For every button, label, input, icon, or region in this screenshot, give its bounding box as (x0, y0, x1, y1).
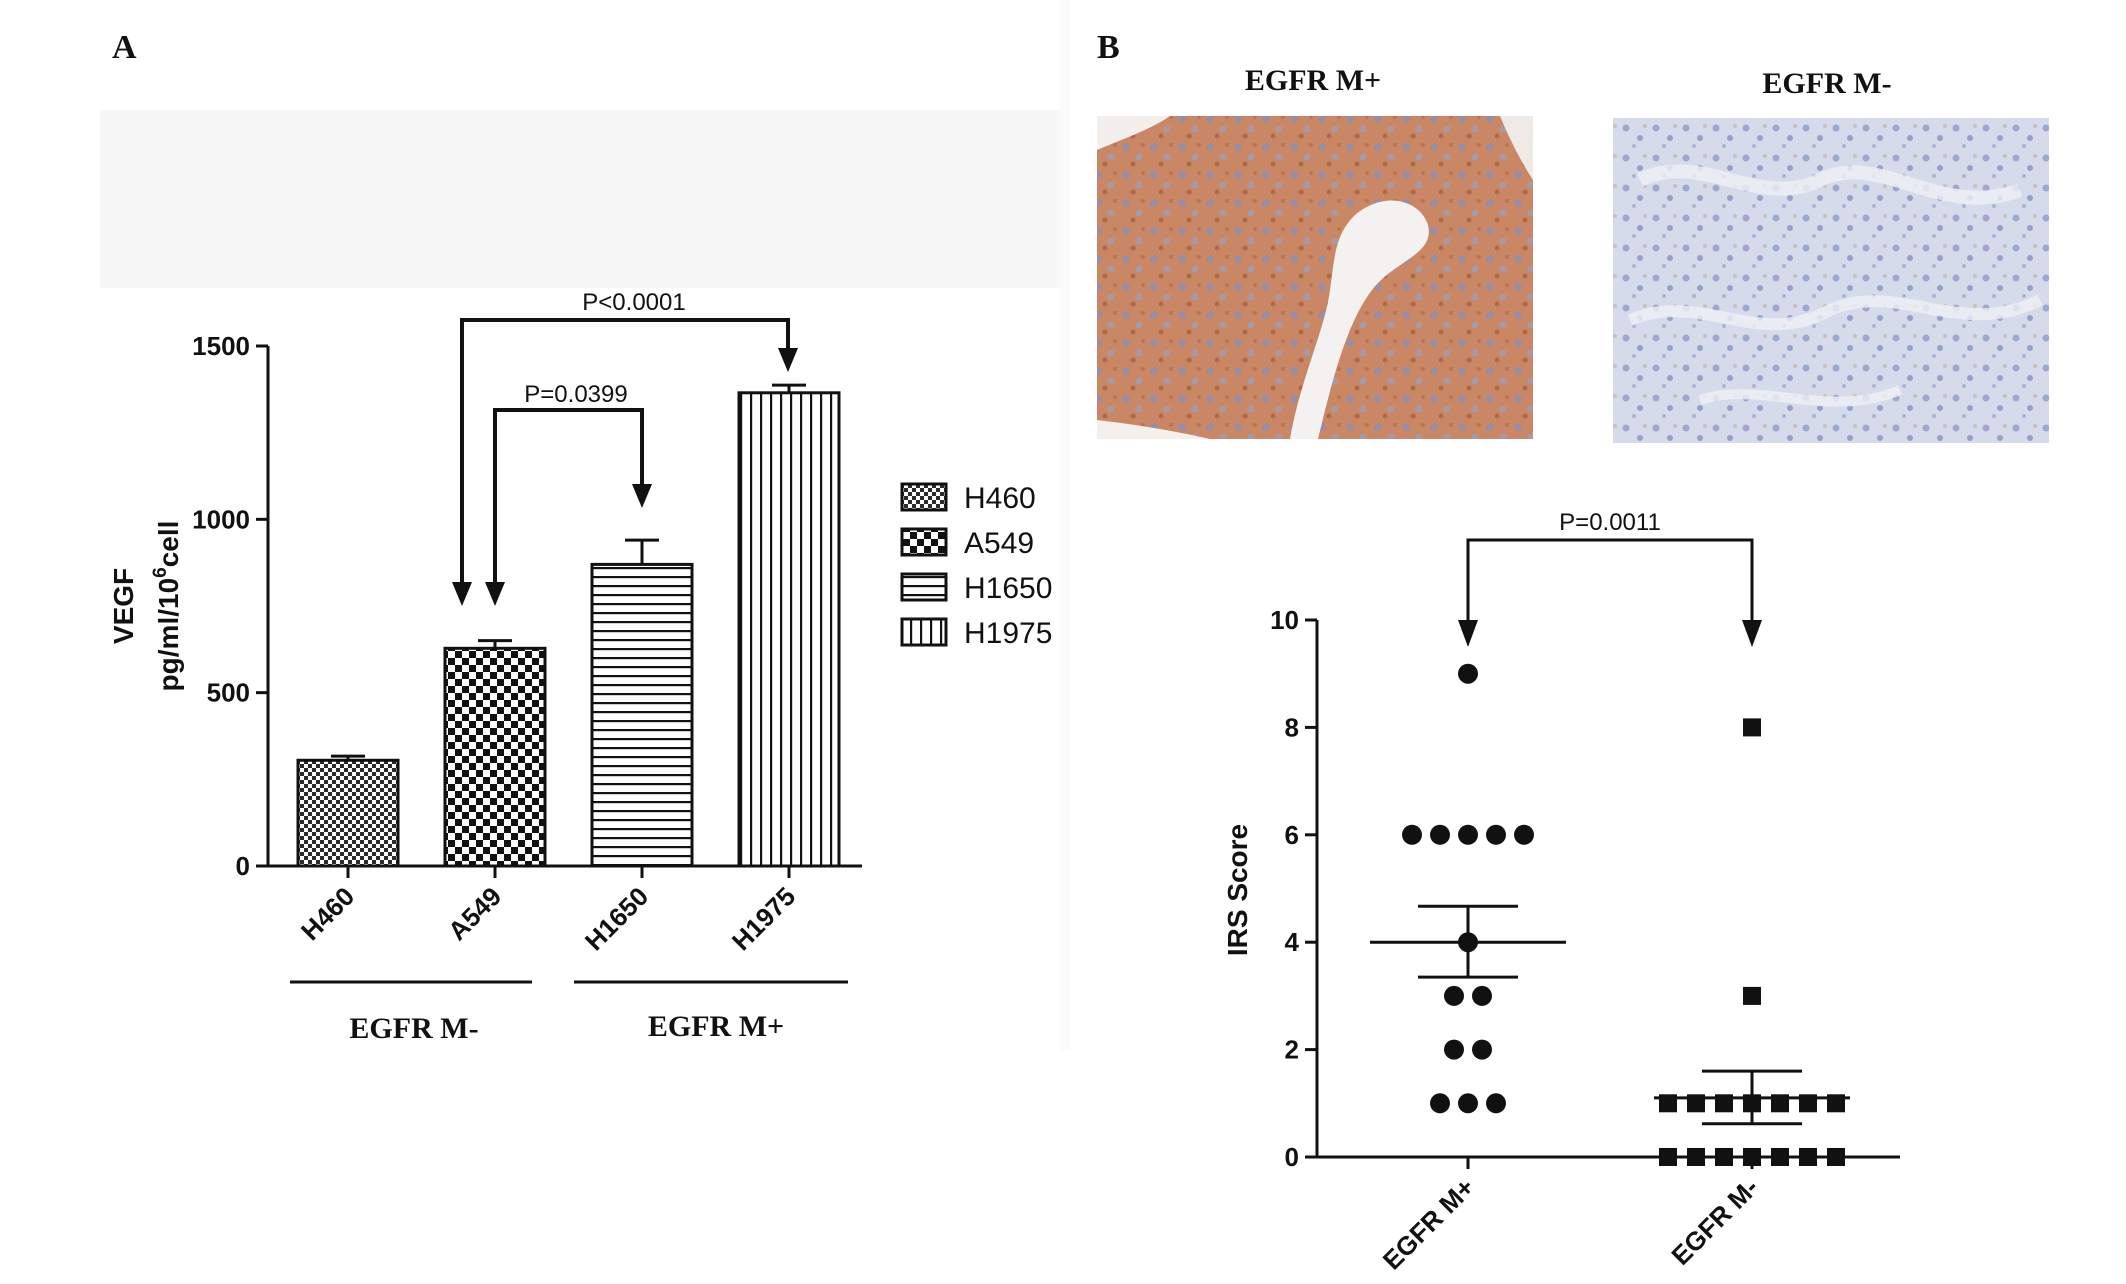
bar-x-tick-label-a549: A549 (442, 881, 507, 946)
panel-b-letter: B (1097, 29, 1120, 66)
scatter-series (1370, 663, 1850, 1166)
point-egfr-m-3-0 (1743, 986, 1761, 1005)
scatter-y-axis: 0 2 4 6 8 10 (1270, 605, 1900, 1172)
point-egfr-m-6-2 (1458, 824, 1478, 845)
bar-y-tick-label-500: 500 (207, 678, 250, 708)
scatter-y-tick-label-4: 4 (1285, 927, 1300, 957)
legend-label-a549: A549 (964, 527, 1034, 560)
p-value-a549-h1975: P<0.0001 (582, 289, 685, 316)
point-egfr-m-0-6 (1827, 1148, 1845, 1166)
panel-a-letter: A (112, 29, 137, 66)
bracket-m-plus-m-minus (1466, 538, 1754, 630)
ihc-image-egfr-m-minus (1613, 118, 2049, 443)
significance-brackets-a: P<0.0001 P=0.0399 (452, 289, 798, 606)
arrowhead-a549-1 (452, 582, 472, 606)
bar-x-tick-label-h460: H460 (295, 881, 360, 946)
bar-y-tick-label-0: 0 (236, 851, 250, 881)
bar-y-axis-label: VEGF pg/ml/106cell (108, 521, 184, 692)
legend-swatch-h1650 (900, 572, 948, 602)
point-egfr-m-6-0 (1402, 824, 1422, 845)
panel-divider (1060, 0, 1070, 1050)
point-egfr-m-1-2 (1486, 1093, 1506, 1114)
panel-a-background-band (100, 110, 1060, 288)
legend-label-h1650: H1650 (964, 572, 1052, 605)
bar-y-tick-label-1000: 1000 (192, 504, 250, 534)
scatter-y-axis-label: IRS Score (1222, 824, 1253, 956)
image-title-egfr-m-plus: EGFR M+ (1245, 64, 1381, 97)
scatter-y-tick-label-6: 6 (1285, 820, 1299, 850)
bar-series (296, 383, 841, 868)
point-egfr-m-0-0 (1659, 1148, 1677, 1166)
point-egfr-m-0-1 (1687, 1148, 1705, 1166)
bar-y-tick-label-1500: 1500 (192, 331, 250, 361)
point-egfr-m-6-4 (1514, 824, 1534, 845)
point-egfr-m-0-5 (1799, 1148, 1817, 1166)
scatter-y-tick-label-8: 8 (1285, 712, 1299, 742)
point-egfr-m-0-4 (1771, 1148, 1789, 1166)
p-value-m-plus-m-minus: P=0.0011 (1559, 509, 1661, 536)
legend-label-h1975: H1975 (964, 617, 1052, 650)
panel-a: A 0 500 1000 1500 VEGF pg/ml/106cell H460 A5… (108, 29, 1052, 1045)
legend-label-h460: H460 (964, 482, 1036, 515)
bar-h460 (296, 758, 400, 868)
arrowhead-h1650 (632, 484, 652, 508)
scatter-y-tick-label-0: 0 (1285, 1142, 1299, 1172)
bar-h1975 (737, 391, 841, 868)
arrowhead-h1975 (778, 348, 798, 372)
point-egfr-m-3-0 (1444, 985, 1464, 1006)
image-title-egfr-m-minus: EGFR M- (1762, 67, 1891, 100)
bracket-a549-h1975 (460, 318, 790, 594)
scatter-x-tick-label-egfr-m: EGFR M- (1665, 1172, 1764, 1271)
point-egfr-m-0-2 (1715, 1148, 1733, 1166)
arrowhead-m-minus (1742, 620, 1762, 647)
point-egfr-m-6-3 (1486, 824, 1506, 845)
point-egfr-m-3-1 (1472, 985, 1492, 1006)
bar-x-ticks: H460 A549 H1650 H1975 (295, 866, 801, 956)
legend-swatch-a549 (900, 527, 948, 557)
point-egfr-m-2-1 (1472, 1039, 1492, 1060)
point-egfr-m-8-0 (1743, 718, 1761, 737)
point-egfr-m-6-1 (1430, 824, 1450, 845)
group-label-egfr-m-minus: EGFR M- (349, 1012, 478, 1045)
bar-h1650 (590, 562, 694, 868)
arrowhead-a549-2 (485, 582, 505, 606)
bracket-a549-h1650 (493, 408, 644, 594)
significance-bracket-b: P=0.0011 (1458, 509, 1762, 647)
group-label-egfr-m-plus: EGFR M+ (648, 1010, 784, 1043)
scatter-x-ticks: EGFR M+ EGFR M- (1377, 1157, 1764, 1275)
bar-legend: H460 A549 H1650 H1975 (900, 482, 1052, 650)
panel-b: B EGFR M+ EGFR M- 0 2 4 6 8 10 IRS Score EGFR… (1097, 29, 2049, 1275)
scatter-y-tick-label-10: 10 (1270, 605, 1299, 635)
ihc-image-egfr-m-plus (1097, 116, 1533, 439)
bar-y-axis: 0 500 1000 1500 (192, 331, 862, 881)
bar-x-tick-label-h1650: H1650 (579, 881, 654, 956)
bar-x-tick-label-h1975: H1975 (726, 881, 801, 956)
bar-y-label-line1: VEGF (108, 568, 139, 644)
scatter-y-tick-label-2: 2 (1285, 1035, 1299, 1065)
bar-y-label-line2: pg/ml/106cell (150, 521, 184, 692)
arrowhead-m-plus (1458, 620, 1478, 647)
group-brackets: EGFR M- EGFR M+ (290, 980, 848, 1045)
scatter-x-tick-label-egfr-m: EGFR M+ (1377, 1172, 1480, 1275)
legend-swatch-h1975 (900, 617, 948, 647)
point-egfr-m-2-0 (1444, 1039, 1464, 1060)
point-egfr-m-1-1 (1458, 1093, 1478, 1114)
point-egfr-m-9-0 (1458, 663, 1478, 684)
legend-swatch-h460 (900, 482, 948, 512)
bar-a549 (443, 646, 547, 868)
point-egfr-m-1-0 (1430, 1093, 1450, 1114)
p-value-a549-h1650: P=0.0399 (524, 381, 627, 408)
